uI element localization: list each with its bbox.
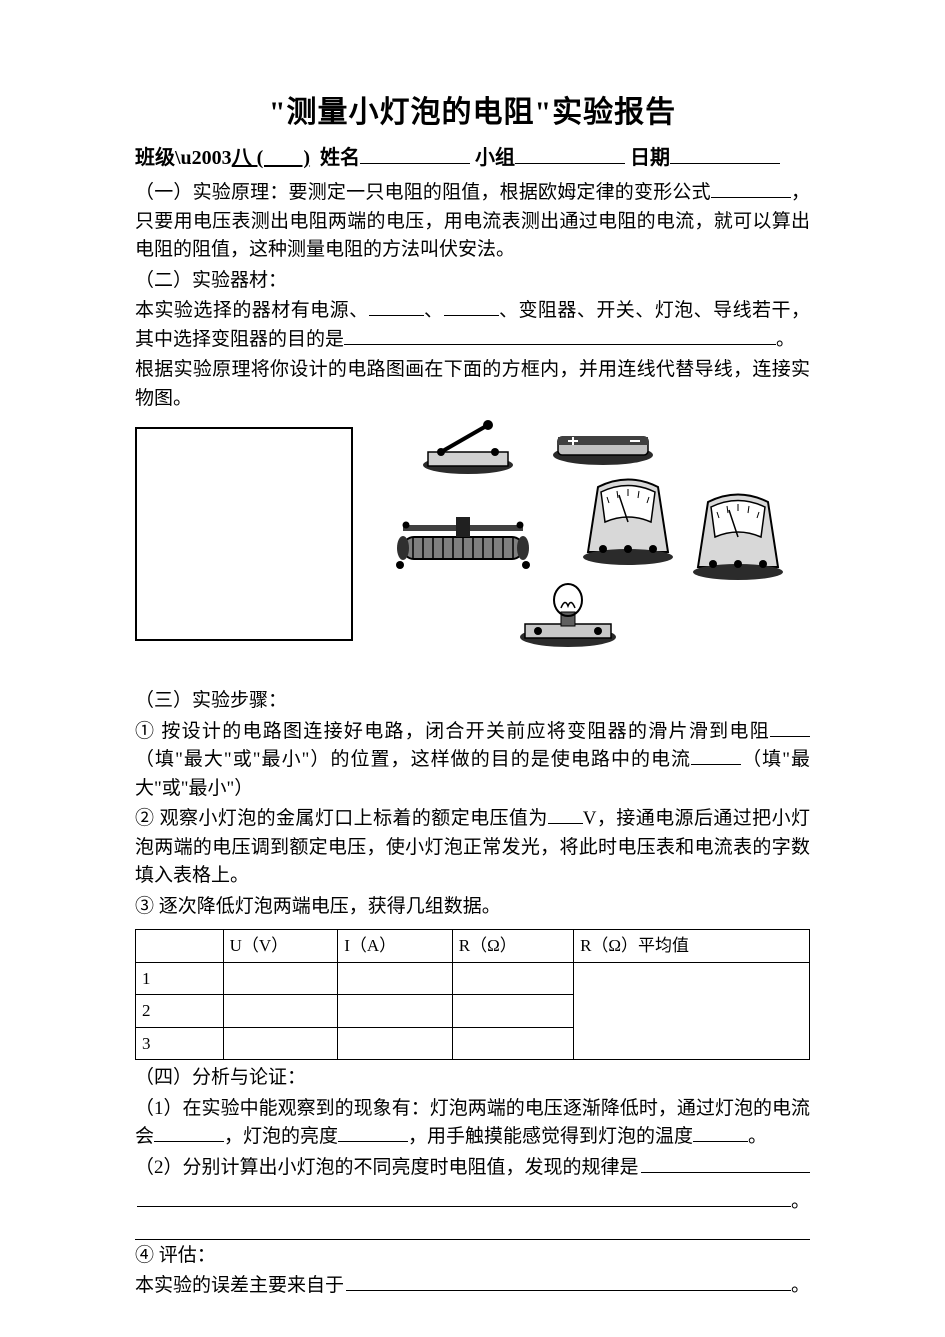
table-header-row: U（V） I（A） R（Ω） R（Ω）平均值 xyxy=(136,930,810,963)
section2-heading: （二）实验器材： xyxy=(135,267,810,296)
row3-i xyxy=(338,1027,453,1060)
step1a: ① 按设计的电路图连接好电路，闭合开关前应将变阻器的滑片滑到电阻 xyxy=(135,721,770,742)
row2-u xyxy=(223,995,338,1028)
q1b: ，灯泡的亮度 xyxy=(224,1126,338,1147)
section1-body-a: 要测定一只电阻的阻值，根据欧姆定律的变形公式 xyxy=(289,182,711,203)
s2l1b: 、 xyxy=(424,300,444,321)
step3: ③ 逐次降低灯泡两端电压，获得几组数据。 xyxy=(135,893,810,922)
section2-line1: 本实验选择的器材有电源、、、变阻器、开关、灯泡、导线若干，其中选择变阻器的目的是… xyxy=(135,297,810,354)
q2-line1: （2）分别计算出小灯泡的不同亮度时电阻值，发现的规律是 xyxy=(135,1154,810,1183)
err-line: 本实验的误差主要来自于 。 xyxy=(135,1272,810,1301)
err-end: 。 xyxy=(791,1272,810,1301)
instr-blank1 xyxy=(369,297,424,316)
instr-blank2 xyxy=(444,297,499,316)
row3-idx: 3 xyxy=(136,1027,224,1060)
page-title: "测量小灯泡的电阻"实验报告 xyxy=(135,90,810,135)
table-row: 1 xyxy=(136,962,810,995)
name-blank xyxy=(360,144,470,164)
date-label: 日期 xyxy=(630,147,670,169)
q2-line2: 。 xyxy=(135,1188,810,1217)
rheostat-purpose-blank xyxy=(344,326,776,345)
section4-heading: （四）分析与论证： xyxy=(135,1064,810,1093)
row2-idx: 2 xyxy=(136,995,224,1028)
circuit-draw-box xyxy=(135,427,353,641)
q1-blank3 xyxy=(693,1123,748,1142)
err-blank xyxy=(346,1272,791,1291)
rheostat-icon xyxy=(378,507,548,577)
formula-blank xyxy=(711,179,791,198)
battery-icon xyxy=(548,427,658,467)
step1-blank2 xyxy=(691,746,741,765)
row2-r xyxy=(452,995,573,1028)
row3-u xyxy=(223,1027,338,1060)
group-label: 小组 xyxy=(475,147,515,169)
row1-i xyxy=(338,962,453,995)
components-area xyxy=(403,427,810,657)
err-a: 本实验的误差主要来自于 xyxy=(135,1272,344,1301)
s2l1d: 。 xyxy=(776,329,795,350)
step1-blank1 xyxy=(770,718,810,737)
ammeter-icon xyxy=(573,467,683,567)
section3-heading: （三）实验步骤： xyxy=(135,687,810,716)
switch-icon xyxy=(413,417,523,477)
q1c: ，用手触摸能感觉得到灯泡的温度 xyxy=(408,1126,693,1147)
name-label: 姓名 xyxy=(315,147,360,169)
th-r: R（Ω） xyxy=(452,930,573,963)
th-i: I（A） xyxy=(338,930,453,963)
row1-u xyxy=(223,962,338,995)
date-blank xyxy=(670,144,780,164)
q2a: （2）分别计算出小灯泡的不同亮度时电阻值，发现的规律是 xyxy=(135,1154,639,1183)
q1-blank2 xyxy=(338,1123,408,1142)
th-u: U（V） xyxy=(223,930,338,963)
q2-blank1 xyxy=(641,1154,810,1173)
q2-blank2 xyxy=(137,1188,791,1207)
q1-blank1 xyxy=(154,1123,224,1142)
row1-r xyxy=(452,962,573,995)
bulb-icon xyxy=(513,582,623,652)
step4: ④ 评估： xyxy=(135,1242,810,1271)
row1-idx: 1 xyxy=(136,962,224,995)
section1-heading: （一）实验原理： xyxy=(135,182,289,203)
row2-i xyxy=(338,995,453,1028)
q2end: 。 xyxy=(791,1188,810,1217)
form-line: 班级\u2003八 ( ) 姓名 小组 日期 xyxy=(135,143,810,173)
step1: ① 按设计的电路图连接好电路，闭合开关前应将变阻器的滑片滑到电阻 （填"最大"或"… xyxy=(135,718,810,804)
th-ravg: R（Ω）平均值 xyxy=(574,930,810,963)
ravg-cell xyxy=(574,962,810,1060)
section1: （一）实验原理：要测定一只电阻的阻值，根据欧姆定律的变形公式，只要用电压表测出电… xyxy=(135,179,810,265)
data-table: U（V） I（A） R（Ω） R（Ω）平均值 1 2 3 xyxy=(135,929,810,1060)
th-blank xyxy=(136,930,224,963)
section2-line2: 根据实验原理将你设计的电路图画在下面的方框内，并用连线代替导线，连接实物图。 xyxy=(135,356,810,413)
step2-blank xyxy=(548,805,583,824)
voltmeter-icon xyxy=(683,482,793,582)
class-label: 班级\u2003八 ( ) xyxy=(135,147,310,169)
group-blank xyxy=(515,144,625,164)
divider-line xyxy=(135,1239,810,1240)
step2a: ② 观察小灯泡的金属灯口上标着的额定电压值为 xyxy=(135,808,548,829)
row3-r xyxy=(452,1027,573,1060)
q1: （1）在实验中能观察到的现象有：灯泡两端的电压逐渐降低时，通过灯泡的电流会，灯泡… xyxy=(135,1095,810,1152)
s2l1a: 本实验选择的器材有电源、 xyxy=(135,300,369,321)
q1d: 。 xyxy=(748,1126,767,1147)
diagram-row xyxy=(135,427,810,657)
step2: ② 观察小灯泡的金属灯口上标着的额定电压值为V，接通电源后通过把小灯泡两端的电压… xyxy=(135,805,810,891)
step1b: （填"最大"或"最小"）的位置，这样做的目的是使电路中的电流 xyxy=(135,749,691,770)
